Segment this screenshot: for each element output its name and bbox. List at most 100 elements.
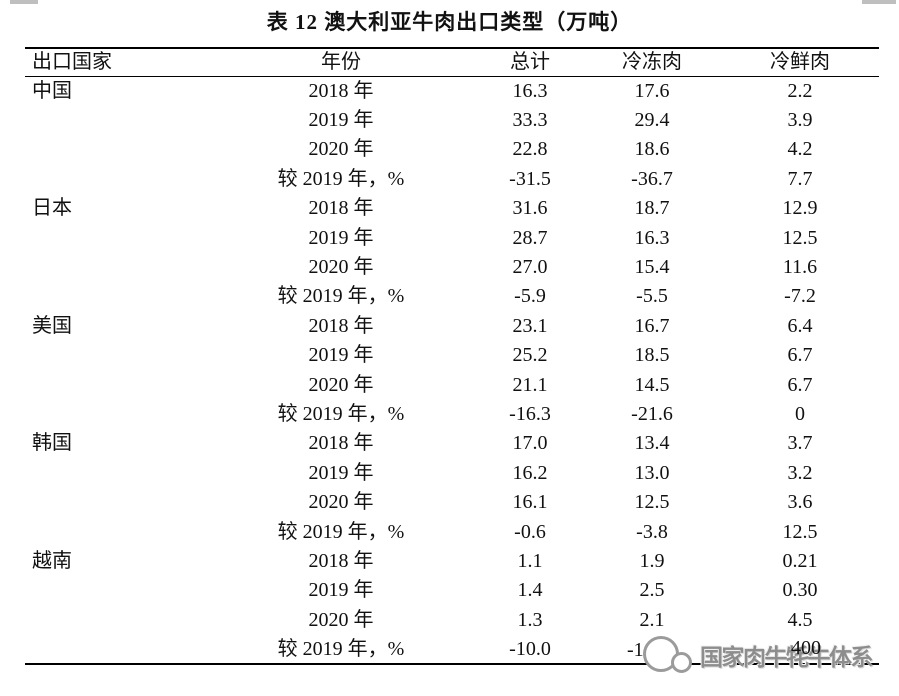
value-cell: 17.0 [512, 432, 548, 455]
column-header-3: 冷冻肉 [622, 51, 682, 74]
value-cell: 31.6 [512, 197, 548, 220]
country-cell: 中国 [32, 79, 72, 102]
table-row: 较 2019 年，% -16.3 -21.6 0 [25, 399, 879, 428]
year-cell: 2019 年 [308, 344, 374, 367]
country-cell: 日本 [32, 197, 72, 220]
country-cell: 越南 [32, 549, 72, 572]
year-cell: 2018 年 [308, 79, 374, 102]
year-cell: 2020 年 [308, 373, 374, 396]
value-cell: 2.2 [787, 79, 813, 102]
value-cell: -3.8 [636, 520, 668, 543]
year-cell: 2018 年 [308, 432, 374, 455]
value-cell: 23.1 [512, 314, 548, 337]
value-cell: 0.30 [782, 579, 818, 602]
table-row: 2019 年 28.7 16.3 12.5 [25, 223, 879, 252]
year-cell: 较 2019 年，% [277, 520, 405, 543]
value-cell: 1.3 [517, 608, 543, 631]
value-cell: 4.2 [787, 138, 813, 161]
wechat-bubble-small-icon [671, 652, 692, 673]
table-row: 2020 年 27.0 15.4 11.6 [25, 252, 879, 281]
value-cell: 29.4 [634, 109, 670, 132]
table-row: 较 2019 年，% -10.0 [25, 634, 879, 664]
country-cell [25, 370, 205, 399]
value-cell: 6.7 [787, 373, 813, 396]
year-cell: 较 2019 年，% [277, 285, 405, 308]
value-cell: 13.4 [634, 432, 670, 455]
year-cell: 2020 年 [308, 608, 374, 631]
screen-artifact-left [10, 0, 38, 4]
country-cell [25, 605, 205, 634]
year-cell: 2019 年 [308, 226, 374, 249]
table-row: 2020 年 21.1 14.5 6.7 [25, 370, 879, 399]
country-cell [25, 341, 205, 370]
value-cell: 6.4 [787, 314, 813, 337]
table-header-row: 出口国家 年份 总计 冷冻肉 冷鲜肉 [25, 48, 879, 76]
table-row: 中国 2018 年 16.3 17.6 2.2 [25, 76, 879, 105]
watermark-text: 国家肉牛牦牛体系 [700, 645, 874, 670]
value-cell: 11.6 [782, 256, 818, 279]
value-cell: -16.3 [509, 402, 551, 425]
year-cell: 2020 年 [308, 256, 374, 279]
year-cell: 2019 年 [308, 579, 374, 602]
value-cell: 21.1 [512, 373, 548, 396]
column-header-2: 总计 [510, 51, 550, 74]
country-cell [25, 458, 205, 487]
country-cell [25, 105, 205, 134]
value-cell: -21.6 [631, 402, 673, 425]
table-row: 越南 2018 年 1.1 1.9 0.21 [25, 546, 879, 575]
value-cell: 16.3 [512, 79, 548, 102]
country-cell [25, 282, 205, 311]
table-row: 2020 年 16.1 12.5 3.6 [25, 487, 879, 516]
table-row: 日本 2018 年 31.6 18.7 12.9 [25, 194, 879, 223]
value-cell: 12.5 [782, 520, 818, 543]
value-cell: 2.1 [639, 608, 665, 631]
year-cell: 2019 年 [308, 461, 374, 484]
value-cell: 12.5 [634, 491, 670, 514]
year-cell: 2018 年 [308, 549, 374, 572]
export-table: 出口国家 年份 总计 冷冻肉 冷鲜肉 中国 2018 年 16.3 17.6 2.2 2019 年… [25, 47, 879, 665]
table-caption: 表 12 澳大利亚牛肉出口类型（万吨） [266, 10, 633, 34]
value-cell: 27.0 [512, 256, 548, 279]
screen-artifact-right [862, 0, 896, 4]
value-cell: 4.5 [787, 608, 813, 631]
export-table-container: 出口国家 年份 总计 冷冻肉 冷鲜肉 中国 2018 年 16.3 17.6 2.2 2019 年… [25, 47, 879, 665]
value-cell: 16.1 [512, 491, 548, 514]
country-cell [25, 223, 205, 252]
value-cell: 16.2 [512, 461, 548, 484]
value-cell: -0.6 [514, 520, 546, 543]
table-row: 韩国 2018 年 17.0 13.4 3.7 [25, 429, 879, 458]
value-cell: 28.7 [512, 226, 548, 249]
table-row: 2019 年 25.2 18.5 6.7 [25, 341, 879, 370]
value-cell: 1.1 [517, 549, 543, 572]
country-cell [25, 576, 205, 605]
value-cell: 1.4 [517, 579, 543, 602]
country-cell [25, 517, 205, 546]
value-cell: -5.5 [636, 285, 668, 308]
table-row: 2019 年 1.4 2.5 0.30 [25, 576, 879, 605]
value-cell: -31.5 [509, 167, 551, 190]
table-header: 出口国家 年份 总计 冷冻肉 冷鲜肉 [25, 48, 879, 76]
value-cell: 15.4 [634, 256, 670, 279]
value-cell: 3.2 [787, 461, 813, 484]
obscured-frozen-value-fragment: -1 [627, 639, 644, 661]
country-cell [25, 487, 205, 516]
value-cell: 18.6 [634, 138, 670, 161]
value-cell: 12.5 [782, 226, 818, 249]
table-row: 较 2019 年，% -0.6 -3.8 12.5 [25, 517, 879, 546]
value-cell: 12.9 [782, 197, 818, 220]
value-cell: 17.6 [634, 79, 670, 102]
column-header-0: 出口国家 [32, 51, 112, 74]
country-cell: 韩国 [32, 432, 72, 455]
year-cell: 较 2019 年，% [277, 402, 405, 425]
value-cell: -10.0 [509, 637, 551, 660]
year-cell: 2018 年 [308, 314, 374, 337]
country-cell [25, 634, 205, 663]
value-cell: 33.3 [512, 109, 548, 132]
year-cell: 较 2019 年，% [277, 167, 405, 190]
table-row: 2020 年 22.8 18.6 4.2 [25, 135, 879, 164]
value-cell: 18.7 [634, 197, 670, 220]
year-cell: 较 2019 年，% [277, 637, 405, 660]
value-cell: -5.9 [514, 285, 546, 308]
country-cell [25, 164, 205, 193]
